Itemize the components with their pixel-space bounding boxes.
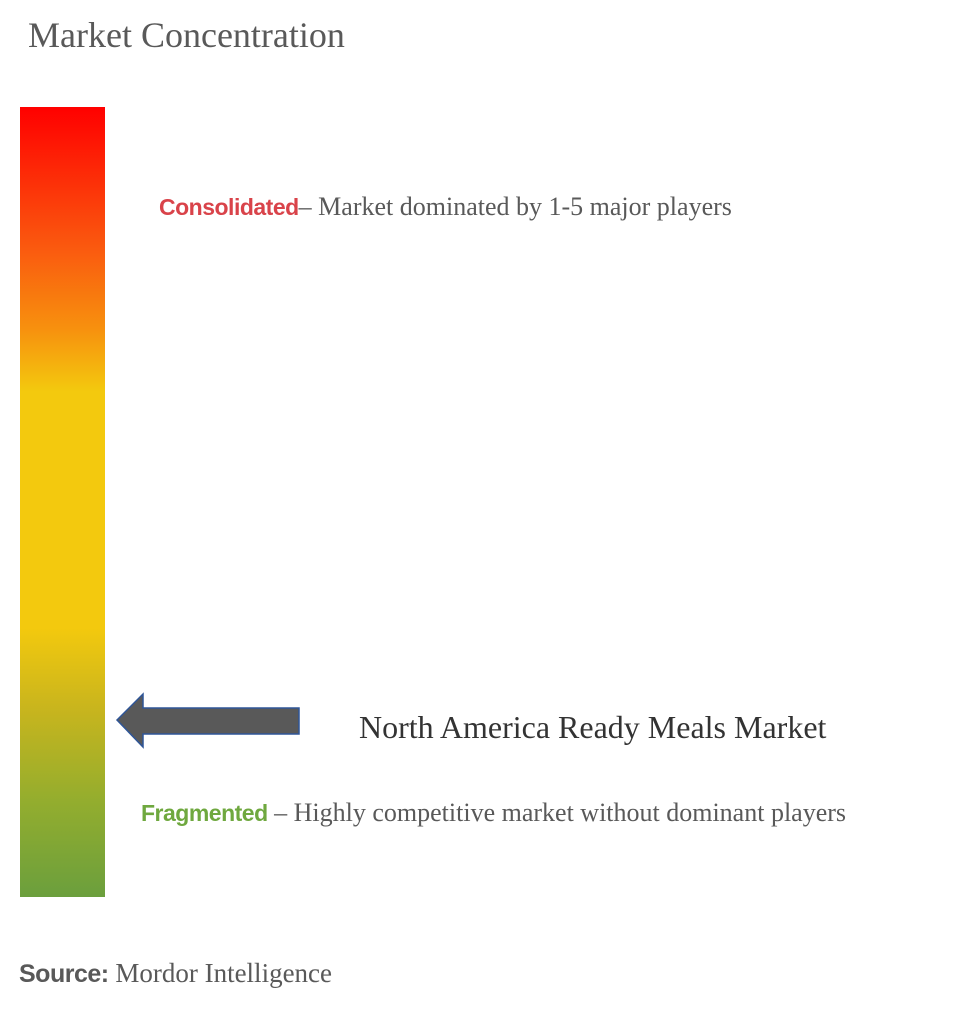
source-note: Source: Mordor Intelligence — [19, 958, 332, 989]
consolidated-description: – Market dominated by 1-5 major players — [298, 192, 732, 221]
consolidated-note: Consolidated– Market dominated by 1-5 ma… — [159, 192, 732, 222]
source-text: Mordor Intelligence — [108, 958, 333, 988]
fragmented-label: Fragmented — [141, 800, 268, 826]
market-label: North America Ready Meals Market — [359, 709, 827, 745]
fragmented-description: – Highly competitive market without domi… — [267, 798, 847, 827]
consolidated-label: Consolidated — [159, 194, 299, 220]
title: Market Concentration — [28, 15, 345, 55]
market-arrow — [115, 692, 300, 749]
source-label: Source: — [19, 960, 109, 988]
fragmented-note: Fragmented – Highly competitive market w… — [141, 786, 861, 840]
concentration-gradient — [20, 107, 105, 897]
